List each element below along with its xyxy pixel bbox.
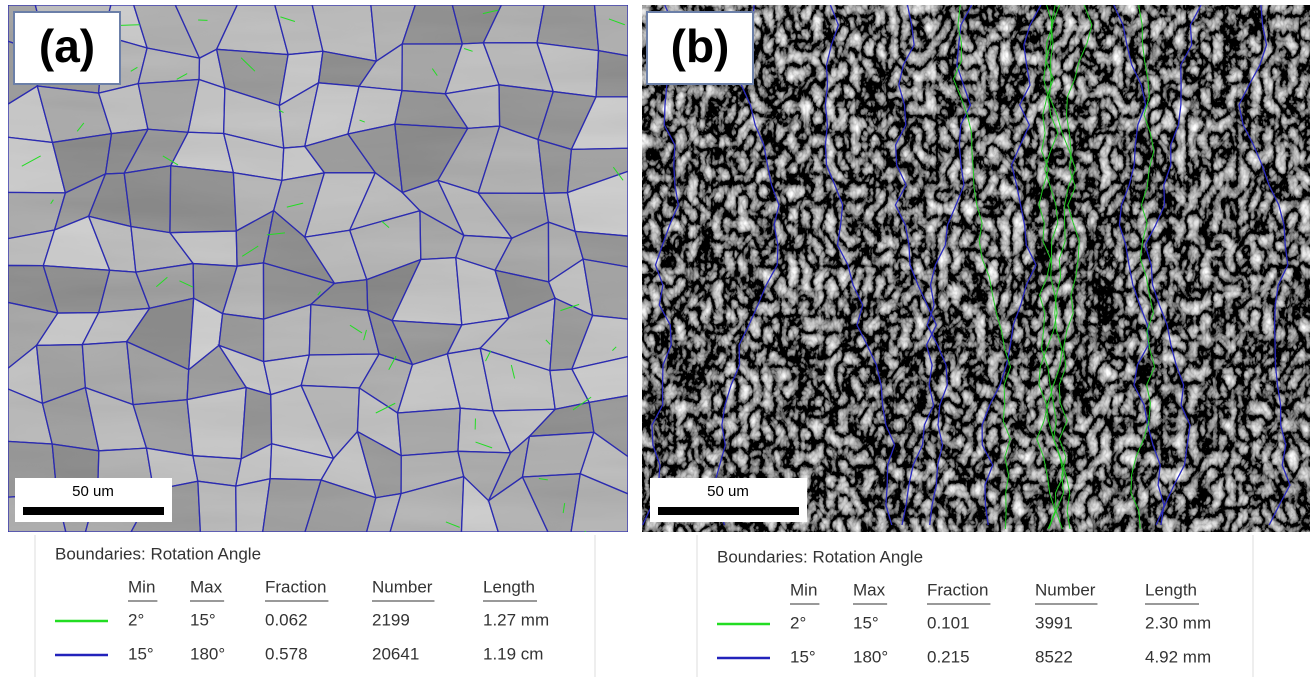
legend-cell: 180° xyxy=(853,647,888,666)
legend-cell: 15° xyxy=(190,610,216,629)
legend-cell: 8522 xyxy=(1035,647,1073,666)
panel-label: (b) xyxy=(671,20,730,72)
legend-header: Max xyxy=(190,577,223,596)
legend-cell: 0.062 xyxy=(265,610,308,629)
legend-header: Max xyxy=(853,580,886,599)
legend-cell: 0.101 xyxy=(927,613,970,632)
scale-bar-label: 50 um xyxy=(72,483,114,500)
grain xyxy=(398,408,461,455)
grain xyxy=(124,166,171,233)
legend-header: Number xyxy=(372,577,433,596)
grain xyxy=(187,388,246,459)
grain xyxy=(538,140,571,194)
legend-cell: 15° xyxy=(853,613,879,632)
legend-header: Length xyxy=(1145,580,1197,599)
legend-header: Min xyxy=(790,580,817,599)
legend-cell: 0.215 xyxy=(927,647,970,666)
legend-header: Number xyxy=(1035,580,1096,599)
legend-cell: 0.578 xyxy=(265,644,308,663)
grain xyxy=(198,481,236,532)
low-angle-boundary xyxy=(585,531,590,538)
low-angle-boundary xyxy=(120,25,139,26)
grain xyxy=(596,51,628,97)
grain xyxy=(594,5,628,56)
legend-cell: 15° xyxy=(128,644,154,663)
scale-bar xyxy=(23,507,164,515)
legend-cell: 20641 xyxy=(372,644,419,663)
legend-cell: 2° xyxy=(128,610,144,629)
legend-cell: 2° xyxy=(790,613,806,632)
legend-header: Fraction xyxy=(927,580,988,599)
legend-cell: 4.92 mm xyxy=(1145,647,1211,666)
scale-bar-label: 50 um xyxy=(707,483,749,500)
figure: (a) 50 um Boundaries: Rotation Angle Min Max… xyxy=(0,0,1312,677)
legend-title: Boundaries: Rotation Angle xyxy=(55,544,261,563)
grain xyxy=(170,166,236,233)
legend-cell: 1.27 mm xyxy=(483,610,549,629)
legend-header: Fraction xyxy=(265,577,326,596)
legend-header: Length xyxy=(483,577,535,596)
legend-cell: 15° xyxy=(790,647,816,666)
legend-cell: 2.30 mm xyxy=(1145,613,1211,632)
legend-header: Min xyxy=(128,577,155,596)
legend-cell: 180° xyxy=(190,644,225,663)
legend-cell: 2199 xyxy=(372,610,410,629)
scale-bar xyxy=(658,507,799,515)
legend-title: Boundaries: Rotation Angle xyxy=(717,547,923,566)
panel-label: (a) xyxy=(39,20,95,72)
legend-cell: 1.19 cm xyxy=(483,644,543,663)
legend-cell: 3991 xyxy=(1035,613,1073,632)
